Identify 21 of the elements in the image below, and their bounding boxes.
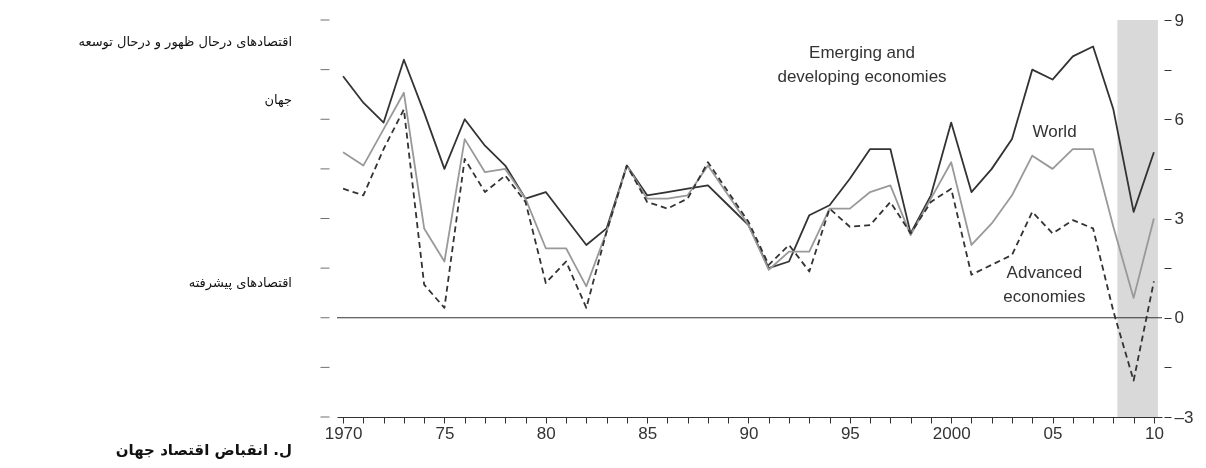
- y-tick-label: 3: [1174, 209, 1184, 228]
- y-tick-label: 9: [1174, 10, 1184, 30]
- text: اقتصادهای درحال ظهور و درحال توسعه: [78, 34, 292, 50]
- x-tick-label: 90: [739, 423, 759, 443]
- series-label: Advanced economies: [1003, 262, 1086, 306]
- x-tick-label: 10: [1144, 423, 1164, 443]
- x-tick-label: 80: [536, 423, 556, 443]
- text: Emerging and developing economies: [777, 42, 947, 86]
- text: اقتصادهای پیشرفته: [188, 275, 292, 291]
- y-tick-label: 0: [1174, 308, 1184, 328]
- text: ل. انقباض اقتصاد جهان: [115, 441, 292, 459]
- text: جهان: [264, 92, 292, 108]
- x-tick-label: 95: [840, 423, 860, 443]
- x-tick-label: 1970: [324, 423, 363, 443]
- x-tick-label: 2000: [932, 423, 971, 443]
- x-tick-label: 85: [638, 423, 658, 443]
- y-tick-label: –3: [1174, 407, 1194, 427]
- series-label: World: [1032, 122, 1077, 142]
- x-tick-label: 75: [435, 423, 455, 443]
- x-tick-label: 05: [1043, 423, 1063, 443]
- y-tick-label: 6: [1174, 109, 1184, 129]
